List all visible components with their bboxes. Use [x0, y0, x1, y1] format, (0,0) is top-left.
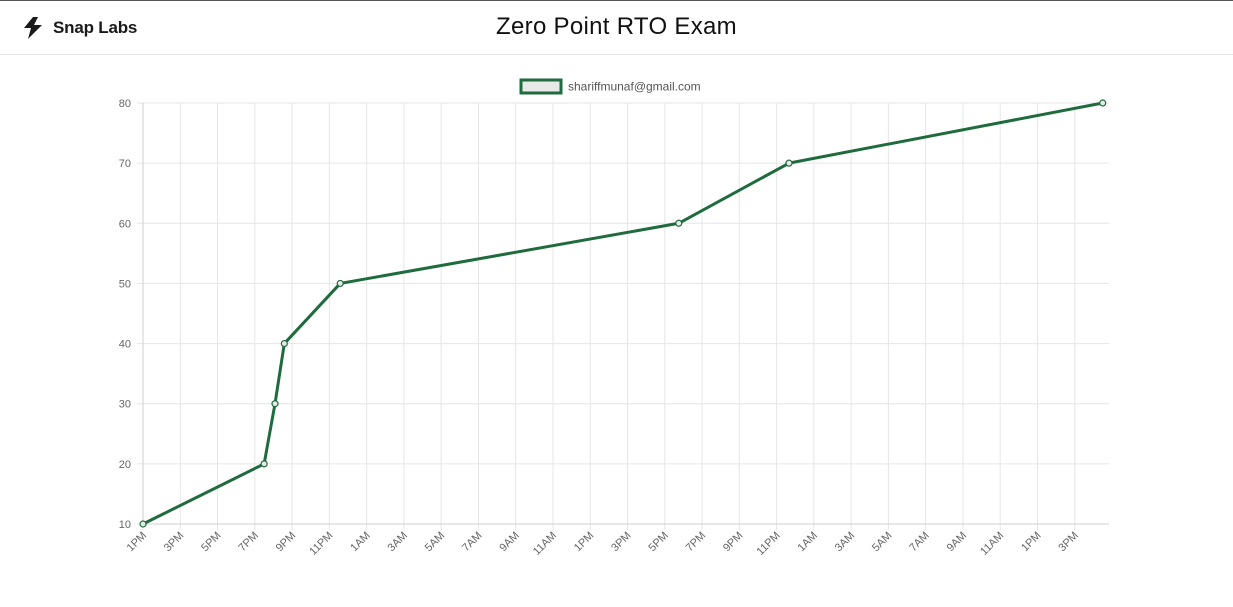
x-tick-label: 5AM — [423, 530, 447, 554]
x-tick-label: 7PM — [684, 530, 708, 554]
y-tick-label: 10 — [119, 519, 131, 531]
x-tick-label: 1PM — [1019, 530, 1043, 554]
x-tick-label: 3AM — [833, 530, 857, 554]
x-tick-label: 11AM — [978, 530, 1006, 558]
data-point[interactable] — [280, 339, 288, 348]
x-tick-label: 3PM — [162, 530, 186, 554]
x-tick-label: 9AM — [497, 530, 521, 554]
grid — [137, 102, 1109, 530]
x-tick-label: 7AM — [460, 530, 484, 554]
top-border — [0, 0, 1233, 1]
y-tick-label: 20 — [119, 459, 131, 471]
x-tick-label: 9AM — [945, 530, 969, 554]
x-tick-label: 5PM — [199, 530, 223, 554]
x-tick-label: 11PM — [754, 530, 782, 558]
data-point[interactable] — [675, 219, 683, 227]
x-tick-label: 1PM — [572, 530, 596, 554]
data-point[interactable] — [260, 460, 268, 468]
x-tick-label: 3PM — [609, 530, 633, 554]
y-tick-label: 50 — [119, 278, 131, 290]
data-point[interactable] — [139, 520, 147, 528]
legend-swatch[interactable] — [519, 78, 563, 95]
x-tick-label: 1AM — [795, 530, 819, 554]
x-tick-label: 1AM — [348, 530, 372, 554]
series-line — [141, 101, 1105, 526]
series — [139, 99, 1107, 528]
brand[interactable]: Snap Labs — [20, 13, 137, 43]
y-tick-label: 70 — [119, 158, 131, 170]
y-tick-label: 60 — [119, 218, 131, 230]
snap-bolt-icon — [24, 17, 42, 39]
x-tick-label: 1PM — [125, 530, 149, 554]
x-tick-label: 5PM — [646, 530, 670, 554]
y-tick-label: 30 — [119, 399, 131, 411]
y-tick-label: 40 — [119, 339, 131, 351]
y-tick-label: 80 — [119, 98, 131, 110]
legend-label[interactable]: shariffmunaf@gmail.com — [568, 80, 701, 94]
data-point[interactable] — [336, 279, 344, 288]
x-tick-label: 9PM — [274, 530, 298, 554]
x-tick-label: 7AM — [907, 530, 931, 554]
x-tick-label: 7PM — [236, 530, 260, 554]
x-tick-label: 3AM — [386, 530, 410, 554]
x-tick-label: 3PM — [1056, 530, 1080, 554]
x-tick-label: 9PM — [721, 530, 745, 554]
data-point[interactable] — [785, 159, 793, 167]
brand-name: Snap Labs — [53, 18, 138, 37]
x-tick-label: 11AM — [531, 530, 559, 558]
x-tick-label: 5AM — [870, 530, 894, 554]
page-title: Zero Point RTO Exam — [496, 13, 737, 40]
x-tick-label: 11PM — [307, 530, 335, 558]
data-point[interactable] — [1099, 99, 1107, 107]
axes: 1PM 3PM 5PM 7PM 9PM 11PM 1AM 3AM 5AM 7AM 9AM 11AM 1P… — [119, 98, 1109, 558]
app-header: Snap Labs Zero Point RTO Exam — [0, 1, 1233, 55]
legend[interactable]: shariffmunaf@gmail.com — [519, 78, 701, 95]
data-point[interactable] — [271, 400, 279, 408]
